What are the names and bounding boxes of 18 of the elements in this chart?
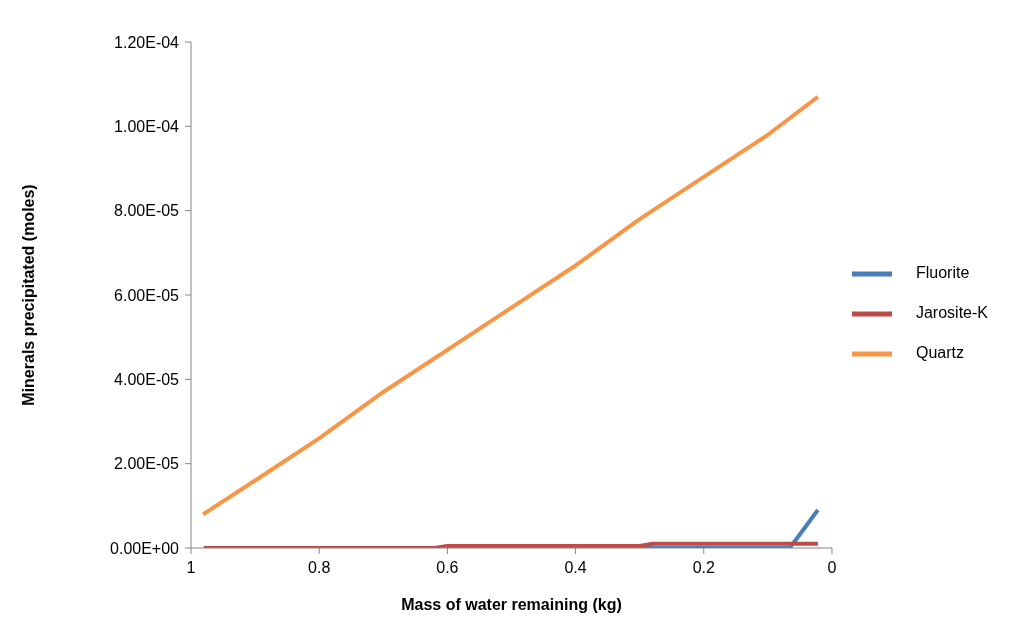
y-tick-label: 6.00E-05 — [114, 286, 180, 304]
y-tick-label: 0.00E+00 — [110, 539, 180, 557]
y-tick-label: 2.00E-05 — [114, 455, 180, 473]
x-axis-title: Mass of water remaining (kg) — [401, 596, 622, 613]
legend-label: Quartz — [915, 344, 964, 362]
x-tick-label: 0.4 — [564, 559, 587, 577]
legend-label: Fluorite — [915, 264, 970, 282]
legend-label: Jarosite-K — [915, 304, 988, 322]
x-tick-label: 0.8 — [308, 559, 331, 577]
x-tick-label: 1 — [186, 559, 196, 577]
x-tick-label: 0.6 — [436, 559, 459, 577]
y-tick-label: 4.00E-05 — [114, 371, 180, 389]
y-tick-label: 1.20E-04 — [114, 33, 180, 51]
y-tick-label: 1.00E-04 — [114, 118, 180, 136]
y-tick-label: 8.00E-05 — [114, 202, 180, 220]
y-axis-title: Minerals precipitated (moles) — [19, 184, 37, 406]
x-tick-label: 0.2 — [692, 559, 715, 577]
x-tick-label: 0 — [827, 559, 837, 577]
